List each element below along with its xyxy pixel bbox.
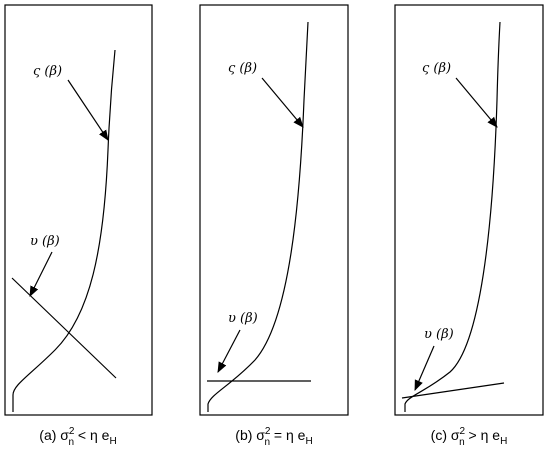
caption: (c) σ2 n > η eH: [431, 426, 508, 448]
arrow: [455, 77, 498, 128]
caption-text: > η e: [465, 427, 501, 443]
panel-frame: [394, 4, 544, 416]
caption-text: (b) σ: [235, 427, 265, 443]
upsilon-label: υ (β): [424, 327, 454, 342]
caption-sup: 2: [265, 426, 271, 437]
arrow: [29, 251, 53, 297]
caption-text: (c) σ: [431, 427, 460, 443]
caption-sub: n: [459, 437, 465, 448]
upsilon-label: υ (β): [30, 234, 60, 249]
panel-c: ς (β) υ (β) (c) σ2 n > η eH: [394, 4, 544, 448]
caption-sub: n: [264, 437, 270, 448]
caption-text: < η e: [74, 427, 110, 443]
caption-text: = η e: [270, 427, 306, 443]
upsilon-line: [11, 277, 117, 379]
caption-sub: H: [109, 436, 116, 447]
arrow: [414, 345, 435, 391]
panel-a: ς (β) υ (β) (a) σ2 n < η eH: [4, 4, 153, 448]
sigma-label: ς (β): [422, 61, 451, 76]
caption-sup: 2: [69, 426, 75, 437]
sigma-label: ς (β): [33, 64, 62, 79]
upsilon-label: υ (β): [228, 311, 258, 326]
caption-sub: H: [500, 436, 507, 447]
arrow: [67, 79, 109, 141]
sigma-curve: [404, 21, 501, 412]
caption-sub: H: [305, 436, 312, 447]
sigma-label: ς (β): [228, 61, 257, 76]
caption-sup: 2: [460, 426, 466, 437]
caption: (b) σ2 n = η eH: [235, 426, 312, 448]
sigma-curve: [12, 49, 116, 412]
sigma-curve: [207, 21, 309, 412]
panel-b: ς (β) υ (β) (b) σ2 n = η eH: [199, 4, 349, 448]
arrow: [261, 77, 304, 128]
panel-frame: [199, 4, 349, 416]
arrow: [217, 329, 241, 373]
caption-text: (a) σ: [39, 427, 69, 443]
panel-frame: [4, 4, 153, 416]
caption: (a) σ2 n < η eH: [39, 426, 116, 448]
caption-sub: n: [68, 437, 74, 448]
upsilon-line: [401, 382, 505, 399]
